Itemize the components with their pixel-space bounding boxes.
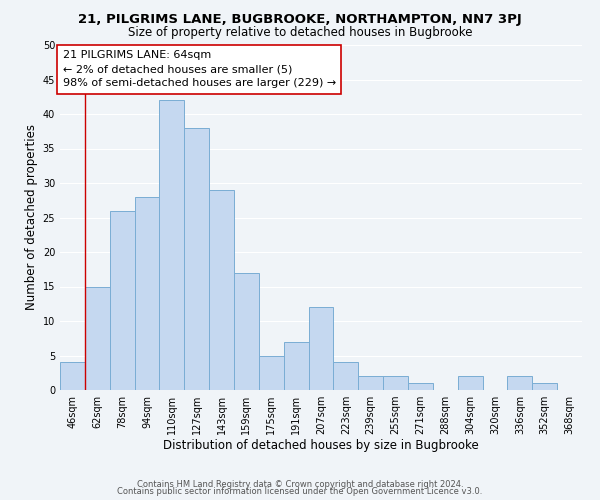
Bar (85, 286, 110, 390)
Text: 21, PILGRIMS LANE, BUGBROOKE, NORTHAMPTON, NN7 3PJ: 21, PILGRIMS LANE, BUGBROOKE, NORTHAMPTO… (78, 12, 522, 26)
Bar (134, 197, 160, 390)
Bar (184, 128, 209, 390)
Bar (234, 272, 259, 390)
Bar (458, 376, 482, 390)
Bar (160, 100, 184, 390)
Bar (60, 362, 85, 390)
Bar (259, 356, 284, 390)
Bar (308, 307, 334, 390)
Bar (408, 383, 433, 390)
Text: Contains HM Land Registry data © Crown copyright and database right 2024.: Contains HM Land Registry data © Crown c… (137, 480, 463, 489)
Y-axis label: Number of detached properties: Number of detached properties (25, 124, 38, 310)
Bar (532, 383, 557, 390)
Bar (284, 342, 308, 390)
Bar (358, 376, 383, 390)
X-axis label: Distribution of detached houses by size in Bugbrooke: Distribution of detached houses by size … (163, 438, 479, 452)
Bar (334, 362, 358, 390)
Text: Contains public sector information licensed under the Open Government Licence v3: Contains public sector information licen… (118, 488, 482, 496)
Text: Size of property relative to detached houses in Bugbrooke: Size of property relative to detached ho… (128, 26, 472, 39)
Bar (209, 190, 234, 390)
Bar (383, 376, 408, 390)
Bar (508, 376, 532, 390)
Text: 21 PILGRIMS LANE: 64sqm
← 2% of detached houses are smaller (5)
98% of semi-deta: 21 PILGRIMS LANE: 64sqm ← 2% of detached… (62, 50, 336, 88)
Bar (110, 210, 134, 390)
